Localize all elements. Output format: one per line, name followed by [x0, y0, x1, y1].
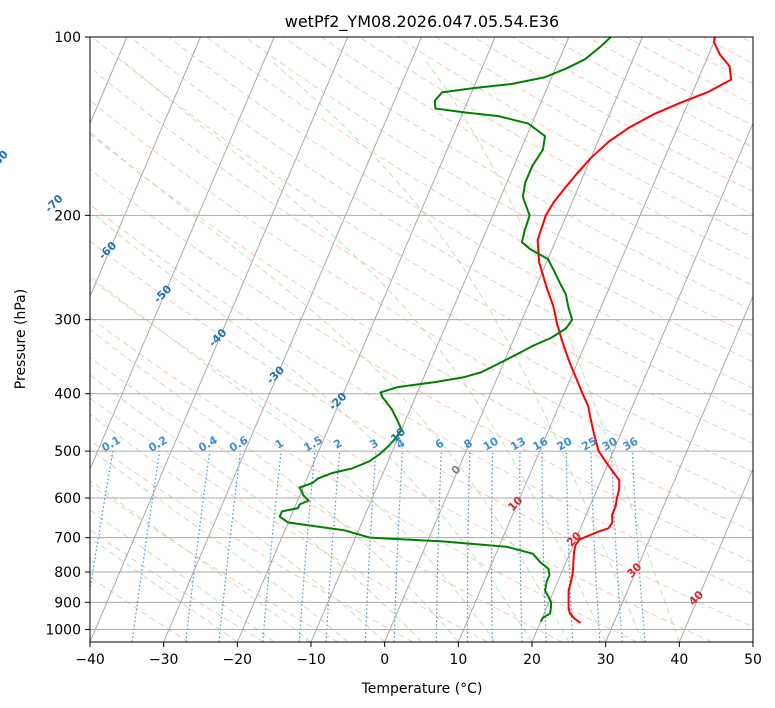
moist-adiabat-line: [90, 374, 422, 642]
dry-adiabat-line: [90, 240, 753, 628]
axes-frame: [89, 36, 754, 643]
y-tick-label: 700: [54, 531, 81, 547]
x-tick-label: 40: [670, 652, 688, 668]
x-tick-label: 10: [449, 652, 467, 668]
mixing-ratio-lines: [90, 450, 646, 642]
x-tick-label: 0: [380, 652, 389, 668]
isotherm-line: [90, 37, 201, 298]
isotherm-line: [236, 37, 496, 642]
moist-adiabat-line: [271, 61, 643, 642]
dry-adiabat-line: [206, 37, 753, 363]
isotherm-line: [310, 37, 570, 642]
overlay-labels: 0.10.20.40.611.52346810131620253036-100-…: [0, 148, 706, 609]
x-tick-label: 30: [597, 652, 615, 668]
dry-adiabat-line: [168, 37, 753, 389]
isotherm-label: -80: [0, 148, 11, 171]
isotherm-line: [605, 295, 753, 642]
isotherm-line: [531, 122, 753, 642]
x-tick-label: 50: [744, 652, 762, 668]
dry-adiabat-line: [90, 168, 753, 563]
isotherm-line: [752, 640, 753, 642]
x-tick-label: −10: [296, 652, 326, 668]
moist-adiabat-line: [90, 509, 275, 642]
dry-adiabat-line: [90, 66, 753, 473]
mixing-ratio-line: [218, 451, 242, 642]
sounding-series: [278, 37, 733, 624]
x-tick-label: 20: [523, 652, 541, 668]
dewpoint-profile-line: [278, 37, 612, 623]
moist-adiabat-line: [90, 537, 238, 642]
y-tick-label: 900: [54, 595, 81, 611]
x-tick-label: −40: [75, 652, 105, 668]
moist-adiabat-line: [90, 131, 570, 642]
isotherm-line: [678, 467, 753, 642]
dry-adiabat-line: [90, 356, 563, 642]
mixing-ratio-line: [185, 451, 211, 642]
y-tick-label: 500: [54, 444, 81, 460]
chart-title: wetPf2_YM08.2026.047.05.54.E36: [285, 12, 559, 32]
isotherm-line: [457, 37, 717, 642]
dry-adiabat-line: [90, 203, 753, 595]
dry-adiabat-line: [90, 133, 753, 533]
mixing-ratio-line: [131, 451, 161, 642]
isotherm-line: [90, 37, 275, 471]
moist-adiabat-line: [90, 328, 459, 642]
y-tick-label: 300: [54, 313, 81, 329]
dry-adiabat-line: [90, 440, 414, 642]
isotherm-line: [163, 37, 422, 642]
moist-adiabat-line: [90, 413, 386, 642]
x-tick-label: −20: [223, 652, 253, 668]
moist-adiabat-line: [123, 61, 607, 642]
moist-adiabat-line: [90, 480, 312, 642]
y-tick-label: 1000: [45, 622, 81, 638]
y-axis-label: Pressure (hPa): [13, 289, 29, 389]
y-tick-label: 200: [54, 208, 81, 224]
y-tick-label: 400: [54, 387, 81, 403]
y-tick-label: 800: [54, 565, 81, 581]
moist-adiabat-line: [90, 210, 533, 642]
moist-adiabat-line: [90, 448, 349, 642]
isotherms: [90, 37, 753, 642]
y-tick-label: 600: [54, 491, 81, 507]
x-axis-label: Temperature (°C): [361, 681, 483, 697]
y-tick-label: 100: [54, 30, 81, 46]
dry-adiabat-line: [130, 37, 753, 417]
temperature-profile-line: [536, 37, 733, 624]
mixing-ratio-line: [90, 450, 114, 594]
moist-adiabat-line: [425, 61, 680, 642]
x-tick-label: −30: [149, 652, 179, 668]
axes: −40 −30 −20 −10 0 10 20 30 40 50 100 200 300 400 500 60…: [45, 30, 762, 668]
isotherm-line: [90, 37, 349, 642]
pressure-gridlines: [90, 37, 753, 630]
